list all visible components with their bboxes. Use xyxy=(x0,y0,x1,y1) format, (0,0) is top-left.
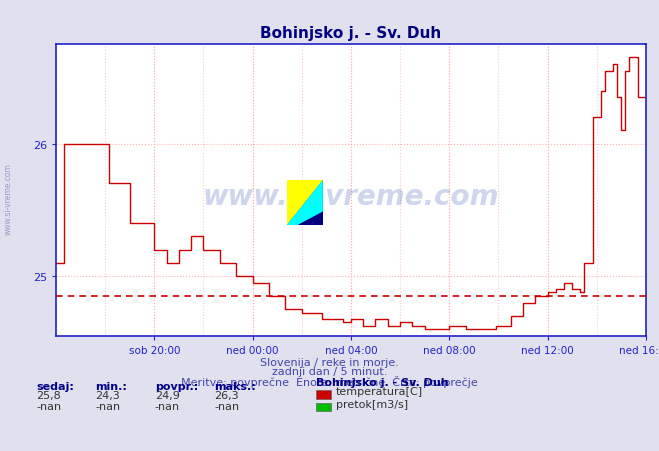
Polygon shape xyxy=(287,180,323,226)
Text: Bohinjsko j. - Sv. Duh: Bohinjsko j. - Sv. Duh xyxy=(316,377,449,387)
Text: Meritve: povprečne  Enote: metrične  Črta: povprečje: Meritve: povprečne Enote: metrične Črta:… xyxy=(181,375,478,387)
Text: sedaj:: sedaj: xyxy=(36,381,74,391)
Text: maks.:: maks.: xyxy=(214,381,256,391)
Text: -nan: -nan xyxy=(155,401,180,411)
Polygon shape xyxy=(287,180,323,226)
Text: -nan: -nan xyxy=(214,401,239,411)
Text: www.si-vreme.com: www.si-vreme.com xyxy=(3,162,13,235)
Text: temperatura[C]: temperatura[C] xyxy=(336,387,423,396)
Text: 24,3: 24,3 xyxy=(96,390,121,400)
Text: pretok[m3/s]: pretok[m3/s] xyxy=(336,399,408,409)
Text: 24,9: 24,9 xyxy=(155,390,180,400)
Text: povpr.:: povpr.: xyxy=(155,381,198,391)
Text: www.si-vreme.com: www.si-vreme.com xyxy=(203,182,499,210)
Text: Slovenija / reke in morje.: Slovenija / reke in morje. xyxy=(260,357,399,367)
Text: 25,8: 25,8 xyxy=(36,390,61,400)
Text: min.:: min.: xyxy=(96,381,127,391)
Title: Bohinjsko j. - Sv. Duh: Bohinjsko j. - Sv. Duh xyxy=(260,26,442,41)
Text: zadnji dan / 5 minut.: zadnji dan / 5 minut. xyxy=(272,366,387,376)
Text: -nan: -nan xyxy=(36,401,61,411)
Text: -nan: -nan xyxy=(96,401,121,411)
Text: 26,3: 26,3 xyxy=(214,390,239,400)
